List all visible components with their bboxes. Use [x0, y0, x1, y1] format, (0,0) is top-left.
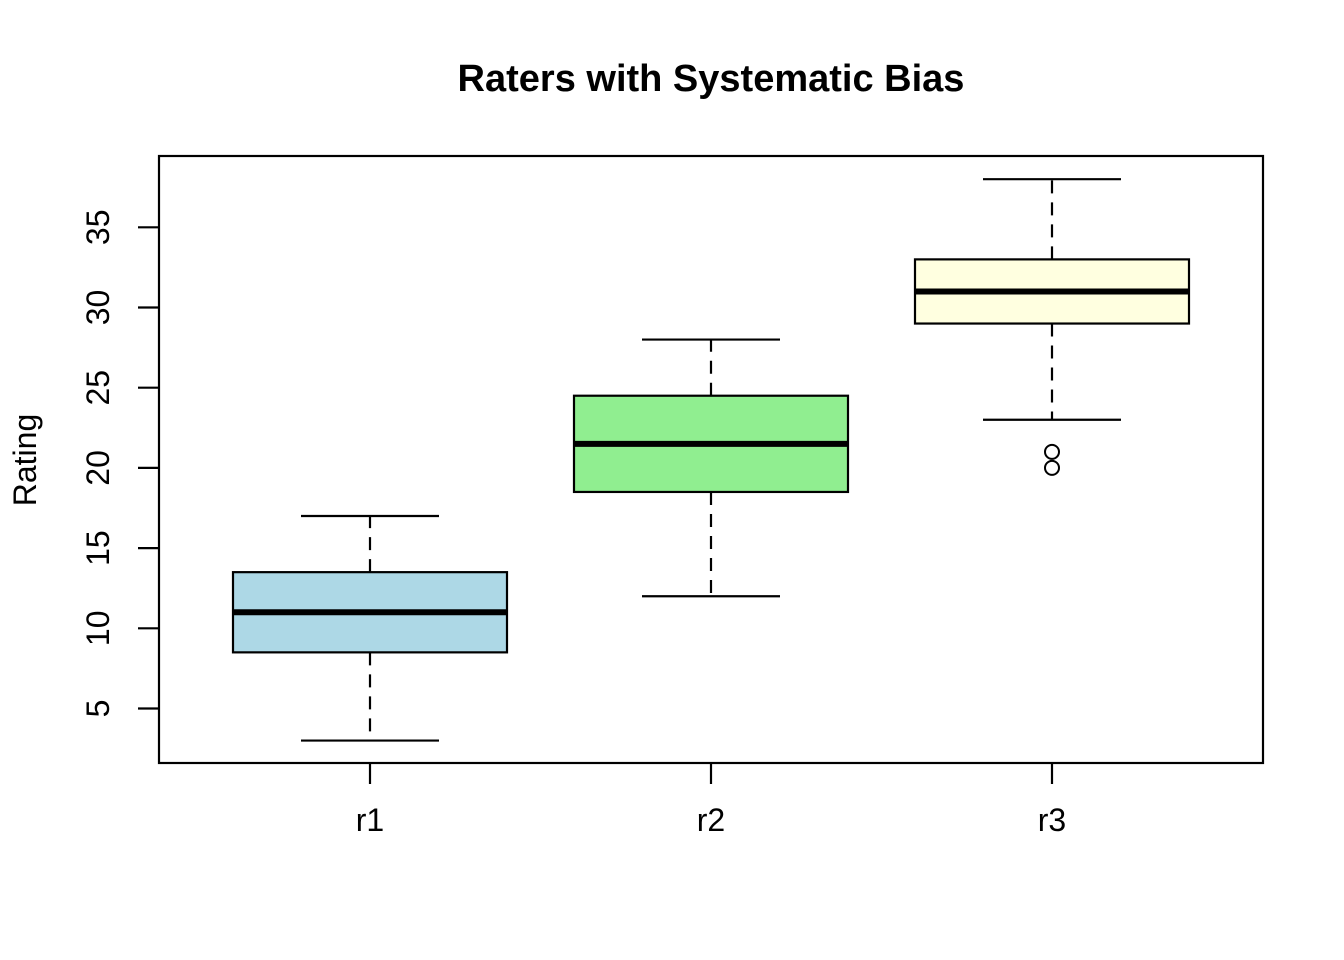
- boxplot-r3: [913, 178, 1191, 476]
- y-tick-label: 10: [80, 611, 116, 647]
- x-tick-label: r2: [697, 802, 725, 838]
- outlier-point: [1044, 459, 1060, 476]
- y-tick-label: 30: [80, 290, 116, 326]
- x-tick-label: r1: [356, 802, 384, 838]
- y-tick-label: 35: [80, 210, 116, 246]
- x-tick-label: r3: [1038, 802, 1066, 838]
- y-tick-label: 15: [80, 530, 116, 566]
- y-tick-label: 25: [80, 370, 116, 406]
- chart-title: Raters with Systematic Bias: [457, 58, 965, 100]
- y-tick-label: 20: [80, 450, 116, 486]
- y-axis-label: Rating: [7, 414, 43, 507]
- outlier-point: [1044, 443, 1060, 460]
- boxplot-r1: [231, 514, 509, 742]
- y-tick-label: 5: [80, 700, 116, 718]
- boxplot-r2: [572, 338, 850, 598]
